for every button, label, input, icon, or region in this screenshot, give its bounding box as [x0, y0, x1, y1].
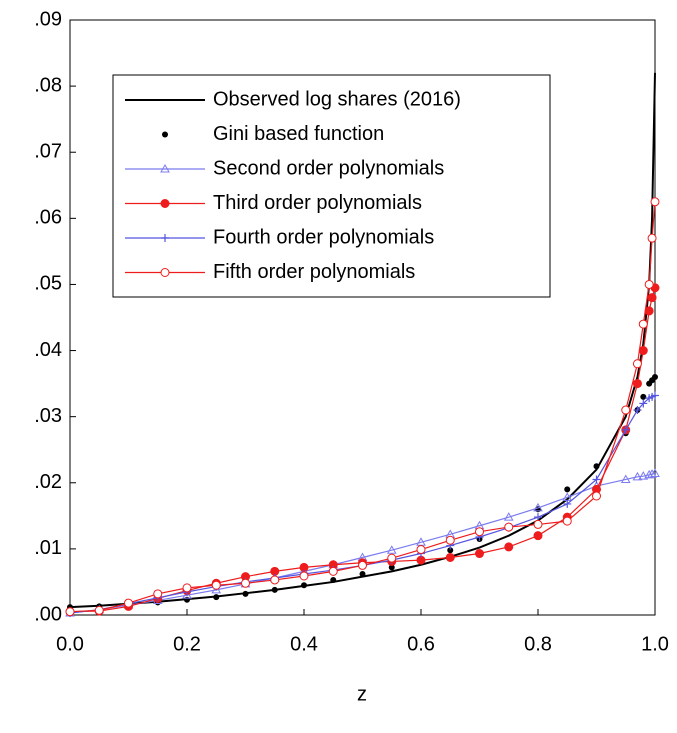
- point: [94, 605, 104, 615]
- point: [563, 499, 572, 508]
- y-tick-label: .06: [34, 207, 62, 229]
- legend: Observed log shares (2016) Gini based fun…: [112, 74, 551, 298]
- point: [359, 571, 366, 578]
- point: [161, 234, 169, 242]
- point: [638, 471, 649, 480]
- legend-label: Fifth order polynomials: [213, 261, 415, 283]
- point: [639, 399, 648, 408]
- point: [65, 607, 75, 617]
- point: [564, 486, 571, 493]
- point: [358, 560, 367, 570]
- point: [475, 549, 484, 559]
- point: [330, 576, 337, 583]
- point: [388, 564, 395, 571]
- point: [211, 584, 222, 594]
- y-tick-label: .05: [34, 273, 62, 295]
- point: [562, 516, 572, 526]
- x-tick-label: 0.6: [407, 633, 435, 655]
- legend-label: Gini based function: [213, 123, 384, 145]
- point: [182, 583, 192, 593]
- point: [592, 491, 601, 501]
- y-tick-label: .09: [34, 8, 62, 30]
- point: [153, 589, 163, 599]
- point: [621, 425, 630, 434]
- point: [301, 582, 307, 589]
- point: [211, 580, 221, 590]
- point: [644, 279, 654, 289]
- point: [503, 512, 514, 521]
- x-tick-label: 0.8: [524, 633, 552, 655]
- point: [242, 590, 249, 597]
- point: [416, 545, 426, 555]
- legend-label: Observed log shares (2016): [213, 88, 461, 110]
- point: [160, 268, 170, 277]
- point: [632, 471, 643, 481]
- point: [387, 553, 397, 563]
- y-tick-label: .03: [34, 405, 62, 427]
- x-tick-label: 1.0: [641, 633, 669, 655]
- point: [638, 346, 648, 356]
- point: [647, 233, 657, 243]
- point: [447, 547, 454, 554]
- point: [445, 552, 455, 562]
- point: [445, 535, 455, 545]
- point: [124, 598, 133, 608]
- y-tick-label: .07: [34, 141, 62, 163]
- point: [647, 293, 657, 303]
- point: [270, 575, 280, 585]
- point: [271, 586, 278, 593]
- point: [160, 199, 170, 208]
- point: [213, 594, 220, 601]
- point: [644, 306, 654, 316]
- y-tick-label: .08: [34, 74, 62, 96]
- legend-box: [112, 74, 551, 298]
- plot-frame: [69, 19, 656, 616]
- point: [632, 359, 642, 369]
- y-tick-label: .01: [34, 537, 62, 559]
- point: [162, 131, 168, 138]
- point: [533, 519, 543, 529]
- legend-label: Third order polynomials: [213, 192, 422, 214]
- point: [328, 566, 338, 576]
- point: [650, 468, 660, 478]
- point: [644, 469, 655, 479]
- point: [651, 391, 659, 400]
- point: [160, 163, 170, 173]
- y-tick-label: .00: [34, 603, 62, 625]
- point: [504, 522, 514, 532]
- point: [650, 197, 660, 207]
- point: [638, 319, 648, 329]
- point: [620, 474, 631, 483]
- x-tick-label: 0.2: [173, 633, 201, 655]
- point: [534, 513, 542, 522]
- x-tick-label: 0.0: [56, 633, 84, 655]
- point: [640, 393, 647, 400]
- y-tick-label: .02: [34, 471, 62, 493]
- x-axis-label: z: [357, 683, 367, 705]
- point: [652, 374, 658, 380]
- legend-label: Fourth order polynomials: [213, 226, 434, 248]
- point: [386, 545, 397, 554]
- point: [299, 571, 309, 581]
- point: [475, 527, 484, 537]
- point: [633, 406, 642, 415]
- point: [533, 502, 543, 512]
- point: [182, 590, 192, 599]
- point: [241, 578, 250, 588]
- point: [592, 475, 601, 484]
- point: [647, 469, 657, 478]
- point: [533, 531, 543, 541]
- x-tick-label: 0.4: [290, 633, 318, 655]
- y-tick-label: .04: [34, 339, 62, 361]
- point: [593, 463, 600, 470]
- legend-label: Second order polynomials: [213, 157, 444, 179]
- point: [632, 379, 642, 389]
- point: [504, 542, 514, 552]
- point: [621, 405, 631, 415]
